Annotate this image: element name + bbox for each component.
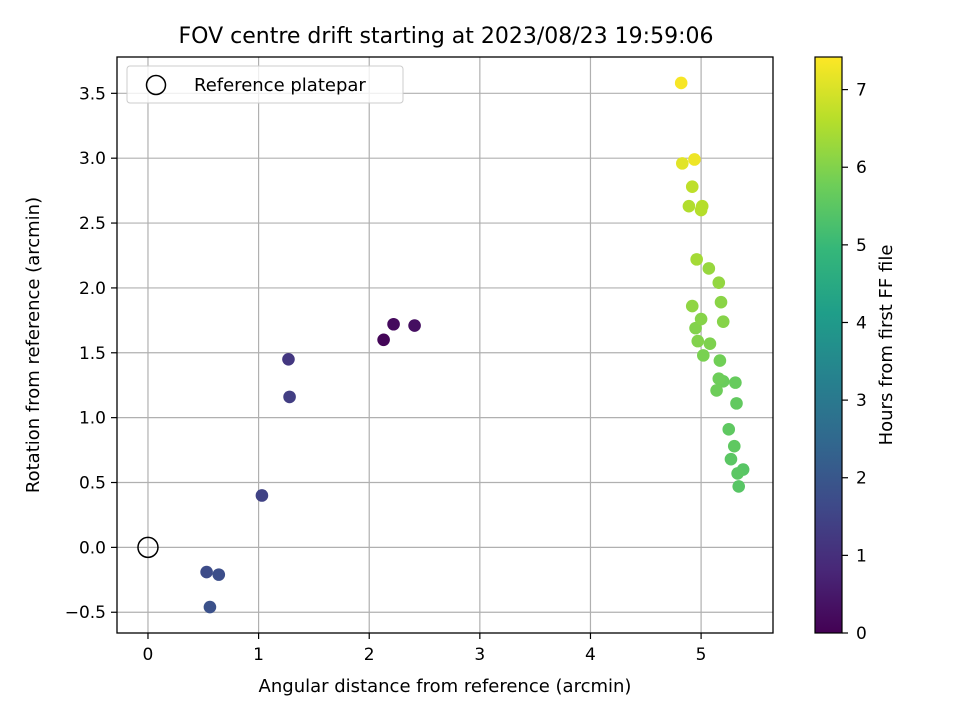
colorbar-tick-label: 3 (856, 391, 867, 411)
data-point (713, 354, 727, 367)
data-point (212, 568, 226, 581)
colorbar-label: Hours from first FF file (876, 245, 897, 446)
y-axis-ticks: −0.5 0.0 0.5 1.0 1.5 2.0 2.5 3.0 3.5 (65, 84, 117, 623)
data-point (722, 423, 736, 436)
x-axis-label: Angular distance from reference (arcmin) (259, 676, 632, 697)
data-point (685, 299, 699, 313)
data-point (732, 480, 746, 493)
data-point (712, 276, 726, 290)
colorbar-tick-label: 2 (856, 469, 867, 489)
colorbar-tick-label: 6 (856, 158, 867, 178)
data-point (690, 253, 703, 266)
data-point (283, 390, 296, 404)
colorbar-tick-label: 0 (856, 624, 867, 644)
y-tick-label: 1.0 (79, 409, 106, 429)
colorbar (814, 56, 843, 634)
y-tick-label: −0.5 (65, 603, 106, 623)
data-point (729, 376, 742, 389)
y-tick-label: 3.5 (79, 84, 106, 104)
data-point (727, 439, 741, 453)
data-point (674, 76, 688, 90)
reference-marker (137, 536, 159, 559)
data-point (203, 600, 217, 614)
data-point (702, 262, 716, 275)
data-point (408, 319, 421, 332)
plot-frame (116, 56, 774, 634)
data-point (695, 199, 709, 213)
x-tick-label: 0 (143, 645, 154, 665)
data-point (387, 317, 400, 331)
x-axis-ticks: 0 1 2 3 4 5 (143, 633, 707, 665)
x-tick-label: 1 (253, 645, 264, 665)
y-tick-label: 2.0 (79, 279, 106, 299)
x-tick-label: 4 (585, 645, 596, 665)
x-tick-label: 2 (364, 645, 375, 665)
data-point (724, 452, 738, 466)
data-point (703, 337, 717, 351)
y-tick-label: 0.0 (79, 538, 106, 558)
data-point (675, 157, 689, 170)
data-point (712, 372, 726, 386)
data-point (689, 321, 702, 335)
data-point (697, 349, 710, 362)
data-point (710, 384, 723, 397)
y-tick-label: 1.5 (79, 344, 106, 364)
data-point (685, 180, 699, 194)
data-point (716, 315, 730, 328)
y-tick-label: 3.0 (79, 149, 106, 169)
legend-box (126, 65, 404, 104)
colorbar-tick-label: 4 (856, 313, 867, 333)
y-axis-label: Rotation from reference (arcmin) (23, 197, 44, 493)
data-points (200, 76, 750, 614)
data-point (694, 312, 708, 326)
grid-lines (117, 57, 773, 633)
colorbar-tick-label: 7 (856, 81, 867, 101)
legend-entry-label: Reference platepar (194, 75, 366, 96)
reference-platepar-marker (137, 536, 159, 559)
y-tick-label: 2.5 (79, 214, 106, 234)
legend-open-circle-icon (145, 74, 167, 96)
chart-title: FOV centre drift starting at 2023/08/23 … (179, 24, 714, 49)
data-point (688, 153, 701, 166)
data-point (714, 295, 728, 309)
colorbar-tick-label: 5 (856, 236, 867, 256)
legend: Reference platepar (126, 65, 404, 104)
data-point (255, 489, 269, 502)
colorbar-tick-label: 1 (856, 546, 867, 566)
x-tick-label: 3 (474, 645, 485, 665)
colorbar-ticks: 0 1 2 3 4 5 6 7 (842, 81, 867, 644)
y-tick-label: 0.5 (79, 474, 106, 494)
data-point (691, 334, 705, 348)
data-point (731, 467, 744, 480)
data-point (730, 397, 743, 410)
data-point (282, 352, 295, 366)
data-point (377, 333, 390, 347)
data-point (200, 565, 213, 579)
data-point (682, 199, 696, 213)
x-tick-label: 5 (696, 645, 707, 665)
